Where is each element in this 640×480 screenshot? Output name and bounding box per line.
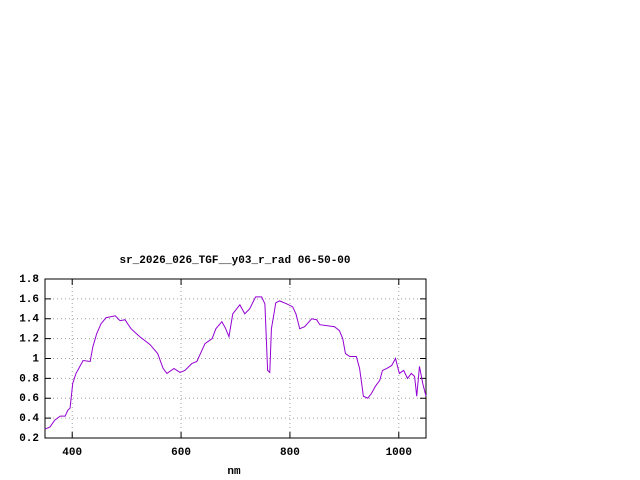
y-tick-label: 1.2 [19,334,39,346]
y-tick-label: 1 [32,353,39,365]
x-tick-label: 1000 [386,447,412,459]
data-line [44,296,427,430]
x-tick-label: 800 [280,447,300,459]
x-tick-label: 600 [171,447,191,459]
y-tick-label: 0.2 [19,433,39,445]
x-axis-label: nm [227,466,241,478]
y-tick-label: 0.4 [19,413,39,425]
y-tick-label: 1.4 [19,314,39,326]
plot-border [44,278,427,439]
x-tick-label: 400 [62,447,82,459]
y-tick-label: 1.8 [19,274,39,286]
y-tick-label: 0.6 [19,393,39,405]
y-tick-label: 0.8 [19,373,39,385]
y-tick-label: 1.6 [19,294,39,306]
chart-title: sr_2026_026_TGF__y03_r_rad 06-50-00 [119,255,350,267]
